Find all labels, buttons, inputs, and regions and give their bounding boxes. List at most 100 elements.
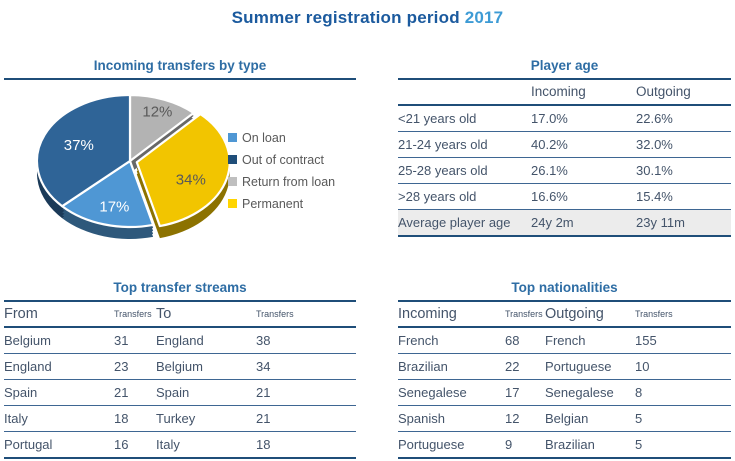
cell: 12 — [505, 411, 520, 426]
cell: 21-24 years old — [398, 137, 488, 152]
pie-slice-label: 34% — [176, 172, 206, 189]
cell: 16.6% — [531, 189, 568, 204]
cell: 17 — [505, 385, 520, 400]
cell: Portugal — [4, 437, 53, 452]
player-age-rows: <21 years old 17.0% 22.6% 21-24 years old 40… — [398, 105, 731, 236]
page-title-text: Summer registration period — [231, 8, 460, 27]
legend-item: Return from loan — [228, 174, 336, 189]
legend-label: Return from loan — [242, 174, 336, 189]
pie-slice-label: 12% — [142, 103, 172, 120]
table-row: Belgium 31 England 38 — [4, 327, 356, 354]
cell: Belgium — [4, 333, 51, 348]
cell: 22 — [505, 359, 520, 374]
table-row: Portuguese 9 Brazilian 5 — [398, 432, 731, 458]
player-age-table: Incoming Outgoing <21 years old 17.0% 22.6… — [398, 79, 731, 237]
cell: 40.2% — [531, 137, 568, 152]
table-row: 21-24 years old 40.2% 32.0% — [398, 132, 731, 158]
col-header-empty — [398, 79, 531, 105]
cell: French — [398, 333, 439, 348]
table-row: Brazilian 22 Portuguese 10 — [398, 354, 731, 380]
legend-label: Permanent — [242, 196, 304, 211]
col-header-from: From — [4, 305, 38, 322]
pie-slice-label: 37% — [64, 137, 94, 154]
nationalities-rows: French 68 French 155 Brazilian 22 Portuguese 10… — [398, 327, 731, 458]
cell: 25-28 years old — [398, 163, 488, 178]
cell: 68 — [505, 333, 520, 348]
cell: Brazilian — [545, 437, 595, 452]
col-header-to: To — [156, 305, 172, 322]
table-header-row: From Transfers To Transfers — [4, 301, 356, 327]
col-header-incoming: Incoming — [531, 84, 586, 99]
cell: England — [4, 359, 52, 374]
cell: Spain — [4, 385, 38, 400]
cell: <21 years old — [398, 111, 477, 126]
cell: 15.4% — [636, 189, 673, 204]
cell: 34 — [256, 359, 271, 374]
cell: Turkey — [156, 411, 196, 426]
cell: 32.0% — [636, 137, 673, 152]
cell: Brazilian — [398, 359, 448, 374]
cell: Belgian — [545, 411, 589, 426]
legend-item: On loan — [228, 130, 335, 145]
cell: >28 years old — [398, 189, 477, 204]
pie-legend: On loan Out of contract Return from loan Pe… — [228, 131, 335, 219]
pie-chart: 12% 34% 17% 37% — [35, 93, 231, 239]
cell: 8 — [635, 385, 643, 400]
cell: 5 — [635, 437, 643, 452]
table-row: 25-28 years old 26.1% 30.1% — [398, 158, 731, 184]
cell: 30.1% — [636, 163, 673, 178]
cell: 38 — [256, 333, 271, 348]
section-title-transfer-streams: Top transfer streams — [4, 280, 356, 302]
col-header-transfers-from: Transfers — [114, 308, 152, 319]
cell: Spain — [156, 385, 190, 400]
table-row: Spanish 12 Belgian 5 — [398, 406, 731, 432]
cell: 5 — [635, 411, 643, 426]
cell: 21 — [256, 385, 271, 400]
cell: 9 — [505, 437, 513, 452]
cell: 18 — [114, 411, 129, 426]
cell: 16 — [114, 437, 129, 452]
col-header-incoming: Incoming — [398, 305, 457, 322]
legend-swatch-icon — [228, 133, 237, 142]
cell: Belgium — [156, 359, 203, 374]
legend-item: Permanent — [228, 196, 335, 211]
legend-swatch-icon — [228, 199, 237, 208]
cell: French — [545, 333, 586, 348]
col-header-transfers-incoming: Transfers — [505, 308, 543, 319]
cell: 26.1% — [531, 163, 568, 178]
transfer-streams-rows: Belgium 31 England 38 England 23 Belgium 34 Spai… — [4, 327, 356, 458]
col-header-outgoing: Outgoing — [636, 84, 691, 99]
table-header-row: Incoming Outgoing — [398, 79, 731, 105]
legend-label: Out of contract — [242, 152, 324, 167]
cell: 23 — [114, 359, 129, 374]
section-title-player-age: Player age — [398, 58, 731, 80]
col-header-transfers-outgoing: Transfers — [635, 308, 673, 319]
legend-label: On loan — [242, 130, 286, 145]
col-header-transfers-to: Transfers — [256, 308, 294, 319]
table-row: Spain 21 Spain 21 — [4, 380, 356, 406]
table-row: <21 years old 17.0% 22.6% — [398, 105, 731, 132]
cell: 18 — [256, 437, 271, 452]
pie-slice-out-of-contract — [35, 93, 132, 208]
pie-slice-permanent — [135, 113, 231, 228]
legend-item: Out of contract — [228, 152, 335, 167]
col-header-outgoing: Outgoing — [545, 305, 604, 322]
table-row: French 68 French 155 — [398, 327, 731, 354]
legend-swatch-icon — [228, 177, 237, 186]
table-row: Italy 18 Turkey 21 — [4, 406, 356, 432]
cell: Average player age — [398, 215, 511, 230]
cell: Spanish — [398, 411, 445, 426]
cell: 155 — [635, 333, 657, 348]
cell: 22.6% — [636, 111, 673, 126]
legend-swatch-icon — [228, 155, 237, 164]
pie-slice-on-loan — [61, 159, 155, 229]
page-title-year: 2017 — [464, 8, 504, 27]
cell: Senegalese — [545, 385, 614, 400]
pie-slice-return-from-loan — [128, 93, 195, 163]
section-title-incoming-transfers: Incoming transfers by type — [4, 58, 356, 80]
cell: 24y 2m — [531, 215, 574, 230]
cell: 10 — [635, 359, 650, 374]
cell: Portuguese — [398, 437, 465, 452]
cell: 21 — [256, 411, 271, 426]
transfer-streams-table: From Transfers To Transfers Belgium 31 Eng… — [4, 301, 356, 459]
